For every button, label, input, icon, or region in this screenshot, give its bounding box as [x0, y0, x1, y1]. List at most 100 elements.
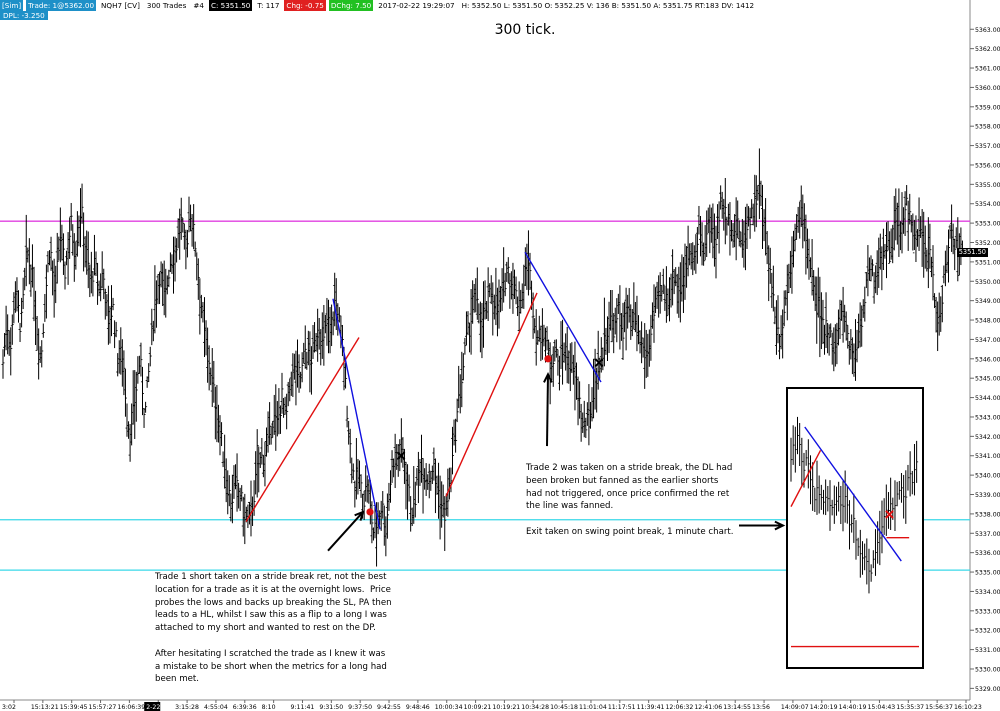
time-tick-label: 15:04:43 — [867, 704, 895, 711]
time-tick-label: 14:09:07 — [781, 704, 809, 711]
price-tick-label: 5363.00 — [975, 27, 1000, 34]
price-tick-label: 5331.00 — [975, 647, 1000, 654]
price-tick-label: 5350.00 — [975, 279, 1000, 286]
price-tick-label: 5357.00 — [975, 143, 1000, 150]
time-tick-label: 4:55:04 — [204, 704, 228, 711]
time-tick-label: 14:20:19 — [810, 704, 838, 711]
annotation-arrow — [327, 511, 364, 552]
annotation-arrow-head — [774, 520, 786, 531]
close-label: C: 5351.50 — [208, 0, 253, 11]
time-tick-label: 13:56 — [752, 704, 770, 711]
price-tick-label: 5358.00 — [975, 124, 1000, 131]
time-tick-label: 2-22 — [146, 704, 160, 711]
period-label: 300 Trades — [146, 1, 187, 10]
trend-line — [524, 251, 602, 383]
price-tick-label: 5360.00 — [975, 85, 1000, 92]
trend-line — [332, 298, 381, 530]
time-tick-label: 11:01:04 — [579, 704, 607, 711]
time-tick-label: 10:45:18 — [550, 704, 578, 711]
account-label: [Sim] — [0, 0, 24, 11]
price-tick-label: 5345.00 — [975, 376, 1000, 383]
exit-note: Exit taken on swing point break, 1 minut… — [526, 527, 734, 537]
dpl-badge: DPL: -3.250 — [0, 11, 48, 20]
ticks-label: T: 117 — [257, 1, 280, 10]
annotation-arrow-head — [543, 372, 553, 383]
exit-x-marker — [396, 451, 406, 461]
price-tick-label: 5329.00 — [975, 686, 1000, 693]
dchange-label: DChg: 7.50 — [328, 0, 374, 11]
time-tick-label: 15:35:37 — [896, 704, 924, 711]
price-tick-label: 5336.00 — [975, 550, 1000, 557]
symbol-label: NQH7 [CV] — [101, 1, 140, 10]
time-tick-label: 14:40:19 — [839, 704, 867, 711]
price-tick-label: 5337.00 — [975, 531, 1000, 538]
price-tick-label: 5346.00 — [975, 356, 1000, 363]
price-tick-label: 5335.00 — [975, 570, 1000, 577]
price-tick-label: 5355.00 — [975, 182, 1000, 189]
time-tick-label: 10:00:34 — [435, 704, 463, 711]
price-tick-label: 5354.00 — [975, 201, 1000, 208]
time-tick-label: 9:31:50 — [319, 704, 343, 711]
price-tick-label: 5339.00 — [975, 492, 1000, 499]
time-tick-label: 9:11:41 — [290, 704, 314, 711]
price-tick-label: 5359.00 — [975, 104, 1000, 111]
trade1-note: Trade 1 short taken on a stride break re… — [155, 572, 392, 685]
time-tick-label: 9:37:50 — [348, 704, 372, 711]
instrument-header: [Sim] Trade: 1@5362.00 NQH7 [CV] 300 Trades… — [0, 0, 759, 11]
price-tick-label: 5347.00 — [975, 337, 1000, 344]
price-tick-label: 5338.00 — [975, 511, 1000, 518]
price-tick-label: 5334.00 — [975, 589, 1000, 596]
time-tick-label: 12:41:06 — [694, 704, 722, 711]
time-tick-label: 10:19:21 — [492, 704, 520, 711]
price-tick-label: 5362.00 — [975, 46, 1000, 53]
last-price-tag: 5351.50 — [956, 247, 988, 257]
price-tick-label: 5330.00 — [975, 666, 1000, 673]
inset-line — [790, 449, 822, 507]
price-tick-label: 5343.00 — [975, 414, 1000, 421]
time-tick-label: 8:10 — [262, 704, 276, 711]
exit-x-marker — [594, 358, 604, 367]
price-tick-label: 5341.00 — [975, 453, 1000, 460]
trend-line — [445, 292, 538, 497]
inset-line — [804, 426, 902, 562]
price-tick-label: 5344.00 — [975, 395, 1000, 402]
time-tick-label: 11:17:51 — [608, 704, 636, 711]
entry-dot-marker — [544, 355, 552, 363]
time-tick-label: 9:48:46 — [406, 704, 430, 711]
time-tick-label: 3:02 — [2, 704, 16, 711]
price-tick-label: 5351.00 — [975, 259, 1000, 266]
inset-exit-x-marker — [885, 510, 894, 519]
time-tick-label: 9:42:55 — [377, 704, 401, 711]
time-tick-label: 6:39:36 — [233, 704, 257, 711]
price-tick-label: 5333.00 — [975, 608, 1000, 615]
price-tick-label: 5332.00 — [975, 628, 1000, 635]
trend-line — [245, 337, 360, 523]
chart-title: 300 tick. — [494, 22, 556, 38]
time-tick-label: 10:09:21 — [464, 704, 492, 711]
time-tick-label: 16:10:23 — [954, 704, 982, 711]
time-tick-highlight — [144, 702, 161, 711]
stats-label: H: 5352.50 L: 5351.50 O: 5352.25 V: 136 … — [461, 1, 755, 10]
price-tick-label: 5356.00 — [975, 162, 1000, 169]
time-tick-label: 15:39:45 — [60, 704, 88, 711]
time-tick-label: 16:06:39 — [117, 704, 145, 711]
price-tick-label: 5353.00 — [975, 221, 1000, 228]
change-label: Chg: -0.75 — [284, 0, 326, 11]
price-tick-label: 5342.00 — [975, 434, 1000, 441]
trade2-note: Trade 2 was taken on a stride break, the… — [526, 463, 733, 512]
price-tick-label: 5340.00 — [975, 473, 1000, 480]
datetime-label: 2017-02-22 19:29:07 — [378, 1, 455, 10]
time-tick-label: 15:13:21 — [31, 704, 59, 711]
time-tick-label: 11:39:41 — [637, 704, 665, 711]
price-tick-label: 5352.00 — [975, 240, 1000, 247]
trade-label: Trade: 1@5362.00 — [26, 0, 97, 11]
annotation-arrow — [546, 374, 549, 447]
time-tick-label: 3:15:28 — [175, 704, 199, 711]
price-tick-label: 5349.00 — [975, 298, 1000, 305]
time-tick-label: 15:57:27 — [89, 704, 117, 711]
entry-dot-marker — [366, 508, 374, 516]
price-tick-label: 5348.00 — [975, 318, 1000, 325]
annotation-arrow-head — [354, 510, 365, 521]
index-label: #4 — [193, 1, 204, 10]
